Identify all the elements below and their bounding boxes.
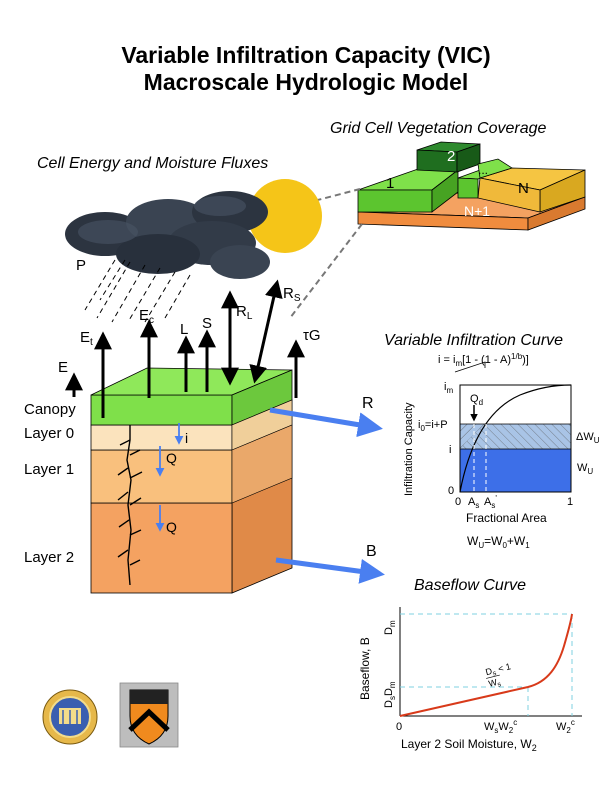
infiltration-heading: Variable Infiltration Curve <box>384 332 563 349</box>
layer-label-canopy: Canopy <box>24 401 76 418</box>
grid-cell-heading: Grid Cell Vegetation Coverage <box>330 120 547 137</box>
infiltration-wu: WU <box>577 462 593 476</box>
infiltration-balance: WU=W0+W1 <box>467 534 530 550</box>
tile-n-label: N <box>518 180 529 197</box>
infiltration-i0: i0=i+P <box>418 419 448 433</box>
runoff-label: R <box>362 395 374 412</box>
runoff-arrow <box>269 407 383 438</box>
flux-label-l: L <box>180 321 188 338</box>
baseflow-origin: 0 <box>396 721 402 733</box>
roots-icon <box>117 425 143 586</box>
infiltration-equation: i = im[1 - (1 - A)1/b)] <box>438 352 529 368</box>
baseflow-heading: Baseflow Curve <box>414 577 526 594</box>
flux-label-s: S <box>202 315 212 332</box>
grid-cell-block <box>357 141 586 231</box>
layer-label-0: Layer 0 <box>24 425 74 442</box>
flux-label-ec: Ec <box>139 307 154 326</box>
infiltration-x1: 1 <box>567 496 573 508</box>
baseflow-slope: Ds< 1 Ws <box>484 661 512 691</box>
flux-label-taug: τG <box>303 327 321 344</box>
precip-label: P <box>76 257 86 274</box>
university-seal-logo <box>42 689 98 745</box>
tile-2-label: 2 <box>447 148 455 165</box>
princeton-shield-logo <box>119 682 179 748</box>
flux-label-e: E <box>58 359 68 376</box>
tile-dots-label: ... <box>478 163 488 177</box>
baseflow-xlabel: Layer 2 Soil Moisture, W2 <box>401 737 537 753</box>
flux-label-rs: RS <box>283 285 301 304</box>
layer-label-1: Layer 1 <box>24 461 74 478</box>
baseflow-w2c: W2c <box>556 718 575 735</box>
cloud-icon <box>65 191 270 279</box>
infiltration-ylabel: Infiltration Capacity <box>403 402 415 496</box>
infiltration-dwu: ΔWU <box>576 431 600 445</box>
infiltration-xlabel: Fractional Area <box>466 511 547 525</box>
baseflow-wsw2c: WsW2c <box>484 718 517 735</box>
infiltration-as: As <box>468 496 479 510</box>
infiltration-qd: Qd <box>470 393 483 407</box>
baseflow-chart <box>399 607 582 717</box>
infiltration-as-prime: As' <box>484 494 497 510</box>
flux-label-rl: RL <box>236 303 253 322</box>
baseflow-arrow <box>275 557 385 584</box>
baseflow-ylabel: Baseflow, B <box>358 637 372 700</box>
baseflow-dsdm: DsDm <box>383 681 397 708</box>
sun-icon <box>248 179 322 253</box>
infiltration-i: i <box>449 444 451 456</box>
baseflow-label: B <box>366 543 377 560</box>
flux-label-q2: Q <box>166 519 177 535</box>
tile-1-label: 1 <box>386 175 394 192</box>
infiltration-im: im <box>444 381 453 395</box>
layer-label-2: Layer 2 <box>24 549 74 566</box>
title-line-2: Macroscale Hydrologic Model <box>143 69 469 95</box>
flux-label-i: i <box>185 430 188 446</box>
flux-label-et: Et <box>80 329 93 348</box>
flux-arrow-rs <box>249 279 283 384</box>
infiltration-x0: 0 <box>455 496 461 508</box>
rain-icon <box>84 259 191 323</box>
svg-text:Ds< 1: Ds< 1 <box>484 661 512 679</box>
svg-text:Ws: Ws <box>487 676 502 691</box>
title-line-1: Variable Infiltration Capacity (VIC) <box>121 42 491 68</box>
energy-heading: Cell Energy and Moisture Fluxes <box>37 155 268 172</box>
flux-label-q1: Q <box>166 450 177 466</box>
infiltration-chart <box>454 361 572 493</box>
baseflow-dm: Dm <box>383 620 397 635</box>
soil-column <box>90 367 293 594</box>
tile-n1-label: N+1 <box>464 203 490 219</box>
infiltration-zero: 0 <box>448 485 454 497</box>
